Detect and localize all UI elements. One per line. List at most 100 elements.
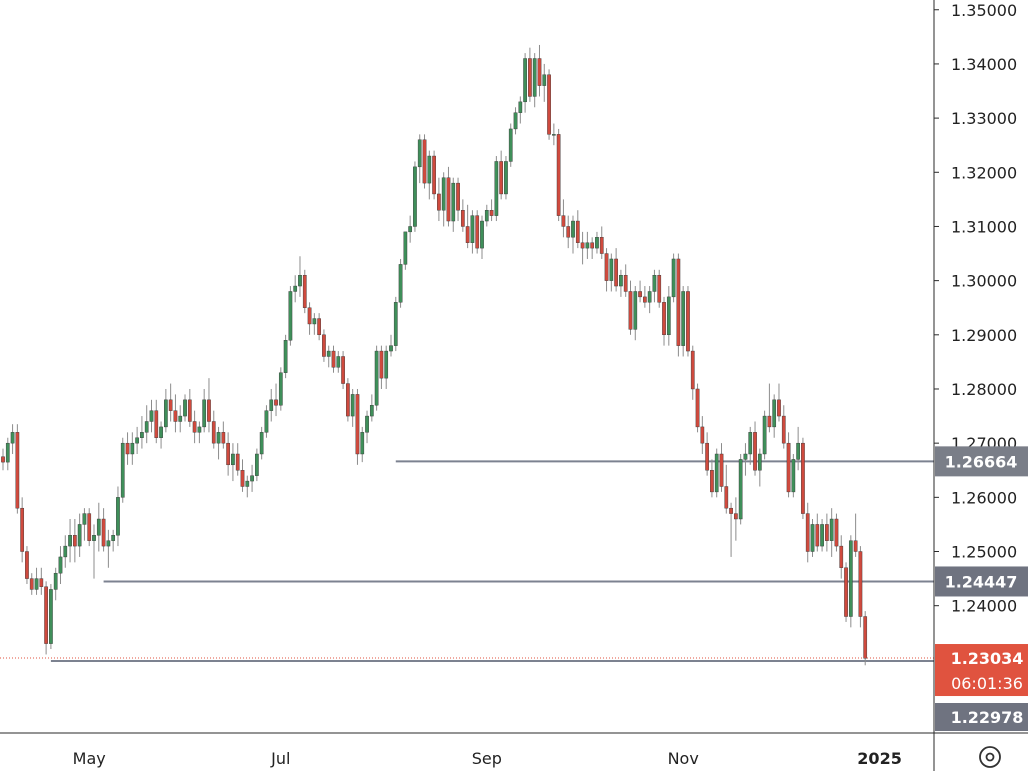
candle[interactable] [810, 519, 815, 557]
candle[interactable] [384, 345, 389, 389]
candle[interactable] [226, 432, 230, 476]
candle[interactable] [15, 424, 20, 514]
candle[interactable] [585, 231, 590, 259]
candle[interactable] [130, 432, 135, 465]
candle[interactable] [671, 253, 676, 303]
candle[interactable] [413, 161, 417, 232]
candle[interactable] [710, 459, 714, 498]
candle[interactable] [417, 134, 422, 184]
candle[interactable] [839, 535, 844, 579]
candle[interactable] [700, 416, 705, 454]
candle[interactable] [647, 286, 652, 314]
candle[interactable] [403, 231, 408, 270]
candle[interactable] [676, 253, 681, 357]
candle[interactable] [767, 383, 772, 433]
candle[interactable] [111, 529, 116, 552]
candle[interactable] [437, 177, 441, 222]
candle[interactable] [278, 367, 283, 411]
candle[interactable] [513, 107, 518, 135]
candle[interactable] [125, 432, 130, 465]
candle[interactable] [374, 345, 379, 411]
candle[interactable] [853, 513, 858, 557]
candle[interactable] [729, 502, 733, 557]
candle[interactable] [595, 231, 599, 254]
candle[interactable] [470, 210, 475, 254]
candle[interactable] [662, 296, 666, 346]
candle[interactable] [695, 383, 700, 433]
candle[interactable] [96, 502, 101, 552]
candle[interactable] [657, 269, 662, 308]
candle[interactable] [518, 96, 523, 124]
candle[interactable] [652, 269, 657, 303]
candle[interactable] [274, 383, 278, 417]
candle[interactable] [609, 253, 614, 292]
candle[interactable] [298, 256, 302, 297]
candle[interactable] [547, 69, 551, 140]
candle[interactable] [211, 410, 216, 449]
candle[interactable] [341, 351, 345, 389]
candle[interactable] [317, 313, 321, 341]
candle[interactable] [825, 513, 829, 552]
candle[interactable] [422, 134, 427, 189]
candle[interactable] [159, 421, 163, 449]
candle[interactable] [561, 199, 566, 238]
candle[interactable] [815, 513, 820, 552]
candle[interactable] [858, 546, 863, 628]
candle[interactable] [34, 567, 39, 595]
candle[interactable] [140, 416, 144, 449]
candle[interactable] [575, 210, 580, 249]
candle[interactable] [829, 508, 834, 557]
candle[interactable] [283, 334, 288, 379]
candle[interactable] [504, 156, 508, 200]
candle[interactable] [863, 611, 868, 666]
candle[interactable] [322, 329, 326, 362]
candle[interactable] [475, 210, 480, 254]
candle[interactable] [240, 459, 245, 492]
candle[interactable] [331, 345, 336, 373]
candle[interactable] [844, 562, 848, 622]
candle[interactable] [743, 443, 748, 476]
candle[interactable] [681, 286, 686, 357]
candle[interactable] [164, 388, 168, 433]
candle[interactable] [336, 351, 341, 373]
candle[interactable] [1, 448, 5, 471]
candle[interactable] [494, 156, 499, 222]
candle[interactable] [666, 286, 671, 346]
candle[interactable] [365, 410, 369, 444]
candle[interactable] [178, 405, 183, 433]
candle[interactable] [408, 215, 412, 243]
candle[interactable] [144, 405, 149, 444]
candle[interactable] [441, 172, 446, 227]
candle[interactable] [484, 204, 489, 227]
candle[interactable] [791, 453, 796, 498]
candle[interactable] [326, 345, 331, 368]
candle[interactable] [772, 394, 777, 438]
candle[interactable] [192, 410, 197, 444]
candle[interactable] [29, 573, 34, 595]
candle[interactable] [714, 448, 719, 498]
candle[interactable] [63, 535, 68, 568]
candle[interactable] [848, 535, 853, 628]
candle[interactable] [777, 383, 781, 422]
candle[interactable] [101, 508, 106, 552]
candle[interactable] [20, 497, 25, 563]
candle[interactable] [398, 258, 403, 308]
candle[interactable] [834, 513, 839, 552]
candle[interactable] [623, 264, 628, 297]
candle[interactable] [120, 437, 125, 503]
candle[interactable] [360, 426, 365, 463]
candle[interactable] [628, 280, 633, 335]
candle[interactable] [207, 378, 211, 433]
candle[interactable] [753, 421, 757, 476]
candle[interactable] [216, 426, 221, 460]
candle[interactable] [460, 199, 465, 232]
candle[interactable] [393, 296, 398, 352]
candle[interactable] [499, 150, 504, 200]
candle[interactable] [786, 432, 791, 498]
candle[interactable] [221, 421, 226, 449]
candle[interactable] [68, 519, 72, 563]
candle[interactable] [58, 546, 63, 585]
candle[interactable] [346, 378, 350, 422]
candle[interactable] [748, 426, 753, 465]
candle[interactable] [302, 269, 307, 314]
